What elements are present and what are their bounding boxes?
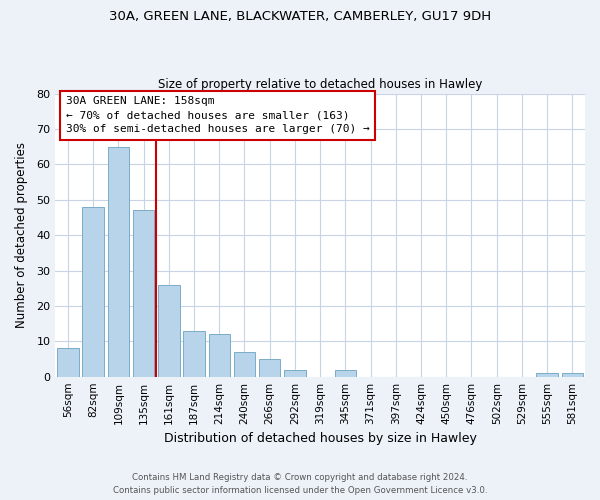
Y-axis label: Number of detached properties: Number of detached properties <box>15 142 28 328</box>
Bar <box>57 348 79 376</box>
Bar <box>284 370 305 376</box>
Text: Contains HM Land Registry data © Crown copyright and database right 2024.
Contai: Contains HM Land Registry data © Crown c… <box>113 474 487 495</box>
Text: 30A GREEN LANE: 158sqm
← 70% of detached houses are smaller (163)
30% of semi-de: 30A GREEN LANE: 158sqm ← 70% of detached… <box>66 96 370 134</box>
Bar <box>107 146 129 376</box>
Bar <box>234 352 255 376</box>
Bar <box>209 334 230 376</box>
Bar <box>82 207 104 376</box>
Bar <box>133 210 154 376</box>
Bar <box>184 330 205 376</box>
Title: Size of property relative to detached houses in Hawley: Size of property relative to detached ho… <box>158 78 482 91</box>
Bar <box>536 373 558 376</box>
Text: 30A, GREEN LANE, BLACKWATER, CAMBERLEY, GU17 9DH: 30A, GREEN LANE, BLACKWATER, CAMBERLEY, … <box>109 10 491 23</box>
Bar <box>259 359 280 376</box>
Bar <box>158 284 179 376</box>
Bar <box>562 373 583 376</box>
Bar <box>335 370 356 376</box>
X-axis label: Distribution of detached houses by size in Hawley: Distribution of detached houses by size … <box>164 432 476 445</box>
